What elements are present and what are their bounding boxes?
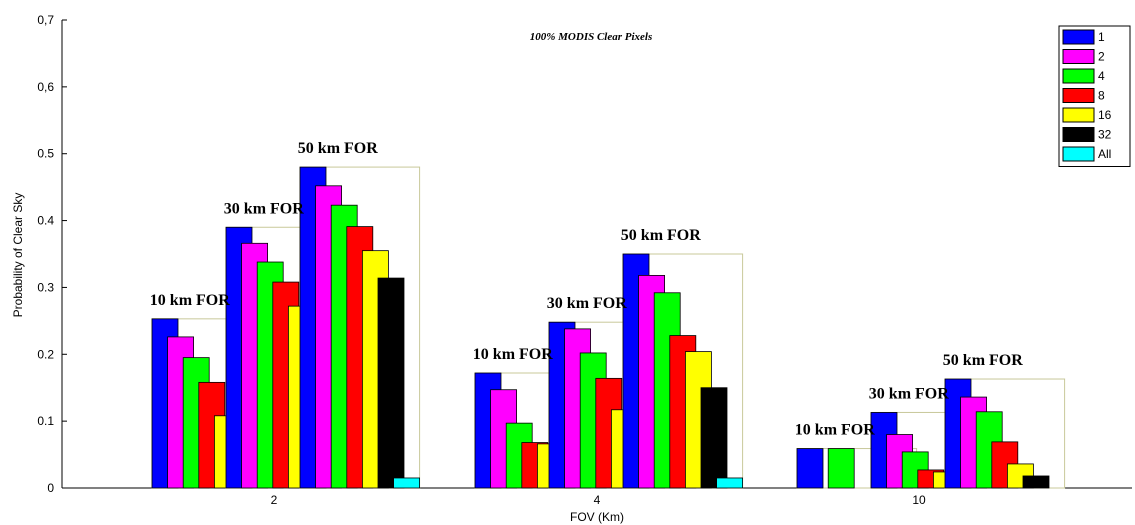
legend-swatch (1062, 49, 1095, 64)
x-axis-label: FOV (Km) (570, 510, 624, 524)
y-tick-label: 0.3 (37, 280, 54, 294)
y-tick-label: 0,7 (37, 13, 54, 27)
bar-set (622, 253, 744, 489)
y-tick-label: 0.5 (37, 147, 54, 161)
for-label: 50 km FOR (621, 227, 701, 244)
bar-1 (796, 448, 824, 489)
legend-label: 1 (1098, 30, 1105, 44)
chart-title: 100% MODIS Clear Pixels (530, 31, 653, 43)
legend-label: 8 (1098, 89, 1105, 103)
for-label: 10 km FOR (473, 346, 553, 363)
legend-swatch (1062, 146, 1095, 162)
x-tick-label: 4 (594, 493, 601, 507)
for-label: 50 km FOR (298, 140, 378, 157)
legend-label: 4 (1098, 69, 1105, 83)
for-label: 10 km FOR (795, 422, 875, 439)
legend: 1 2 4 8 16 32 All (1058, 25, 1131, 167)
y-tick-label: 0.1 (37, 414, 54, 428)
bar-32 (1022, 475, 1050, 489)
legend-swatch (1062, 127, 1095, 142)
y-axis-label: Probability of Clear Sky (11, 193, 25, 318)
bar-set (796, 448, 918, 489)
bar-32 (377, 277, 405, 489)
y-tick-label: 0.4 (37, 214, 54, 228)
legend-label: All (1098, 147, 1111, 161)
for-label: 30 km FOR (224, 200, 304, 217)
y-tick-label: 0,6 (37, 80, 54, 94)
for-label: 50 km FOR (943, 352, 1023, 369)
legend-swatch (1062, 68, 1095, 84)
for-label: 30 km FOR (547, 295, 627, 312)
y-tick-label: 0.2 (37, 347, 54, 361)
for-label: 30 km FOR (869, 385, 949, 402)
legend-label: 16 (1098, 108, 1112, 122)
for-label: 10 km FOR (150, 292, 230, 309)
group-labels: 10 km FOR 30 km FOR 50 km FOR 10 km FOR 30 k… (150, 140, 1023, 438)
legend-swatch (1062, 107, 1095, 123)
x-tick-label: 10 (912, 493, 926, 507)
bar-all (393, 477, 421, 489)
bars (151, 166, 1066, 489)
bar-set (944, 378, 1066, 489)
bar-32 (700, 387, 728, 489)
bar-all (716, 477, 743, 489)
legend-swatch (1062, 29, 1095, 45)
bar-set (299, 166, 421, 489)
bar-4 (827, 448, 855, 489)
legend-swatch (1062, 88, 1095, 103)
legend-label: 2 (1098, 50, 1105, 64)
y-tick-label: 0 (47, 481, 54, 495)
legend-label: 32 (1098, 128, 1112, 142)
x-tick-label: 2 (271, 493, 278, 507)
